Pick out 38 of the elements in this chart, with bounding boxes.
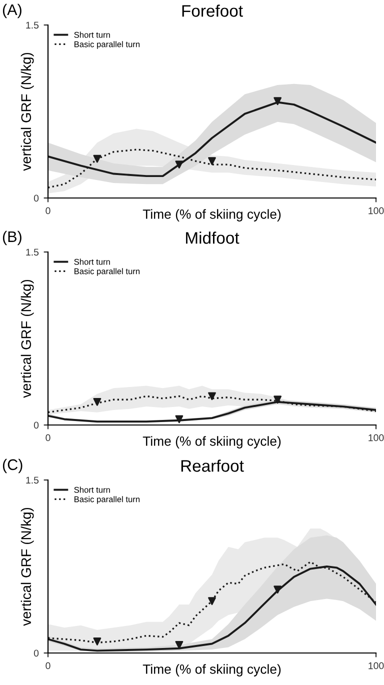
point — [274, 396, 282, 404]
point — [93, 154, 102, 163]
point — [175, 160, 184, 169]
point — [208, 392, 216, 400]
chart-title: Midfoot — [186, 232, 240, 244]
point — [93, 398, 102, 406]
chart-title: Forefoot — [182, 4, 243, 17]
x-tick-label: 100 — [368, 207, 384, 214]
legend-label: Short turn — [74, 32, 110, 38]
y-tick-label: 0 — [34, 194, 39, 202]
point — [93, 638, 102, 646]
point — [208, 597, 216, 606]
point — [175, 415, 184, 424]
legend-label: Basic parallel turn — [74, 41, 140, 49]
legend-label: Basic parallel turn — [74, 268, 140, 276]
y-axis-title: vertical GRF (N/kg) — [20, 52, 34, 171]
y-tick-label: 1.5 — [26, 248, 39, 256]
legend-label: Short turn — [74, 486, 110, 493]
chart-title: Rearfoot — [181, 460, 244, 472]
y-axis-title: vertical GRF (N/kg) — [20, 280, 34, 398]
text: (C) — [2, 458, 22, 474]
x-axis-title: Time (% of skiing cycle) — [142, 209, 281, 222]
legend-label: Short turn — [74, 258, 110, 265]
point — [274, 586, 282, 594]
text: (A) — [2, 4, 22, 18]
y-tick-label: 0 — [34, 650, 39, 657]
legend-label: Basic parallel turn — [74, 496, 140, 504]
y-tick-label: 1.5 — [26, 476, 39, 484]
x-tick-label: 100 — [368, 434, 384, 442]
y-tick-label: 1.5 — [26, 22, 39, 29]
x-tick-label: 100 — [368, 662, 384, 670]
text: (B) — [2, 230, 22, 246]
x-axis-title: Time (% of skiing cycle) — [142, 436, 281, 448]
point — [274, 97, 282, 106]
point — [208, 157, 216, 166]
y-tick-label: 0 — [34, 422, 39, 429]
x-axis-title: Time (% of skiing cycle) — [142, 664, 281, 676]
y-axis-title: vertical GRF (N/kg) — [20, 508, 34, 626]
